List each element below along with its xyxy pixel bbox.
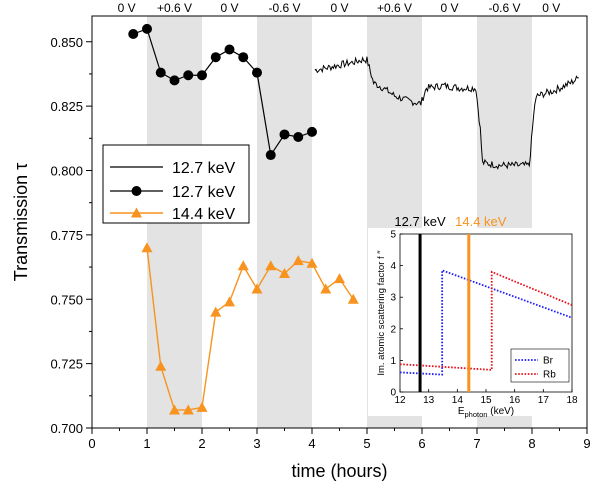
inset-y-tick-label-2: 2: [390, 324, 396, 335]
inset-y-axis-label: Im. atomic scattering factor f ″: [376, 250, 387, 376]
point-12-7kev-12: [293, 132, 304, 143]
point-14-4kev-5: [210, 306, 222, 317]
inset-background: [368, 228, 580, 416]
point-14-4kev-0: [141, 242, 153, 253]
y-tick-label-5: 0.825: [50, 99, 83, 114]
main-series: [128, 23, 579, 415]
point-12-7kev-7: [224, 44, 235, 55]
inset-legend-label-1: Rb: [543, 370, 556, 381]
y-axis-label: Transmission τ: [11, 163, 31, 281]
point-14-4kev-9: [265, 260, 277, 271]
point-14-4kev-6: [224, 296, 235, 307]
legend-label-0: 12.7 keV: [172, 160, 235, 177]
point-14-4kev-10: [279, 268, 290, 278]
point-14-4kev-3: [182, 404, 194, 415]
inset-x-label-unit: (keV): [487, 406, 514, 417]
y-tick-label-2: 0.750: [50, 292, 83, 307]
legend-swatch-triangle: [131, 207, 142, 218]
voltage-label-6: 0 V: [440, 1, 458, 15]
y-tick-label-0: 0.700: [50, 421, 83, 436]
point-14-4kev-14: [334, 273, 345, 284]
legend: 12.7 keV 12.7 keV 14.4 keV: [102, 144, 250, 224]
inset-x-tick-label-3: 15: [480, 395, 492, 406]
point-14-4kev-8: [251, 283, 263, 294]
x-tick-label-3: 3: [253, 436, 260, 451]
point-12-7kev-10: [265, 150, 276, 161]
main-axis-ticks: 0 1 2 3 4 5 6 7 8 90.7000.7250.7500.7750.8000.825…: [50, 35, 590, 451]
x-tick-label-8: 8: [528, 436, 535, 451]
inset-legend-box: [510, 348, 570, 383]
inset-y-tick-label-5: 5: [390, 230, 396, 241]
voltage-label-7: -0.6 V: [488, 1, 520, 15]
x-tick-label-5: 5: [363, 436, 370, 451]
series-line-14-4kev: [146, 247, 354, 411]
point-12-7kev-2: [155, 67, 166, 78]
legend-box: [102, 144, 250, 224]
point-12-7kev-8: [238, 52, 249, 63]
inset-y-tick-label-4: 4: [390, 261, 396, 272]
voltage-label-3: -0.6 V: [268, 1, 300, 15]
x-tick-label-4: 4: [308, 436, 315, 451]
inset-curve-rb: [399, 270, 573, 371]
point-12-7kev-4: [183, 70, 194, 81]
point-12-7kev-9: [252, 67, 262, 78]
inset-marker-label-0: 12.7 keV: [394, 214, 446, 229]
point-12-7kev-5: [197, 70, 207, 81]
inset-x-tick-label-5: 17: [538, 395, 550, 406]
point-14-4kev-7: [237, 260, 249, 271]
point-14-4kev-11: [292, 255, 304, 266]
point-14-4kev-12: [306, 257, 318, 268]
voltage-label-4: 0 V: [330, 1, 348, 15]
legend-label-1: 12.7 keV: [172, 184, 235, 201]
y-tick-label-3: 0.775: [50, 228, 83, 243]
point-12-7kev-6: [210, 52, 221, 63]
point-14-4kev-2: [169, 404, 180, 415]
inset-x-tick-label-2: 14: [452, 395, 464, 406]
x-tick-label-6: 6: [418, 436, 425, 451]
inset-x-tick-label-4: 16: [509, 395, 521, 406]
inset-x-label-sub: photon: [465, 410, 488, 419]
point-14-4kev-15: [347, 293, 359, 304]
inset-x-tick-label-1: 13: [423, 395, 435, 406]
point-12-7kev-1: [142, 23, 152, 34]
inset-legend-label-0: Br: [543, 356, 554, 367]
voltage-label-1: +0.6 V: [157, 1, 192, 15]
point-12-7kev-13: [307, 126, 317, 137]
inset-marker-label-1: 14.4 keV: [455, 214, 507, 229]
x-tick-label-0: 0: [88, 436, 95, 451]
point-12-7kev-0: [128, 29, 139, 40]
voltage-label-5: +0.6 V: [377, 1, 412, 15]
inset-x-tick-label-0: 12: [394, 395, 406, 406]
shaded-interval-1: [257, 16, 312, 428]
y-tick-label-6: 0.850: [50, 35, 83, 50]
inset-y-tick-label-0: 0: [390, 388, 396, 399]
point-12-7kev-3: [169, 75, 180, 86]
x-tick-label-9: 9: [583, 436, 590, 451]
inset-curve-br: [399, 269, 573, 376]
inset-y-tick-label-3: 3: [390, 293, 396, 304]
voltage-label-8: 0 V: [542, 1, 560, 15]
voltage-labels: 0 V +0.6 V 0 V -0.6 V 0 V +0.6 V 0 V -0.6 V 0 V: [118, 1, 561, 15]
y-tick-label-1: 0.725: [50, 357, 83, 372]
legend-swatch-circle: [131, 186, 142, 196]
inset-y-tick-label-1: 1: [390, 356, 396, 367]
point-14-4kev-4: [196, 401, 208, 412]
legend-label-2: 14.4 keV: [172, 206, 235, 223]
x-axis-label: time (hours): [291, 461, 387, 481]
inset-x-tick-label-6: 18: [566, 395, 578, 406]
point-12-7kev-11: [279, 129, 290, 140]
x-tick-label-2: 2: [198, 436, 205, 451]
series-line-12-7kev-continuous: [314, 56, 579, 170]
point-14-4kev-1: [155, 360, 167, 371]
x-tick-label-1: 1: [143, 436, 150, 451]
x-tick-label-7: 7: [473, 436, 480, 451]
y-tick-label-4: 0.800: [50, 164, 83, 179]
point-14-4kev-13: [320, 283, 332, 294]
inset-x-axis-label: Ephoton (keV): [458, 406, 514, 419]
voltage-label-0: 0 V: [118, 1, 136, 15]
voltage-label-2: 0 V: [220, 1, 238, 15]
inset-x-label-main: E: [458, 406, 465, 417]
